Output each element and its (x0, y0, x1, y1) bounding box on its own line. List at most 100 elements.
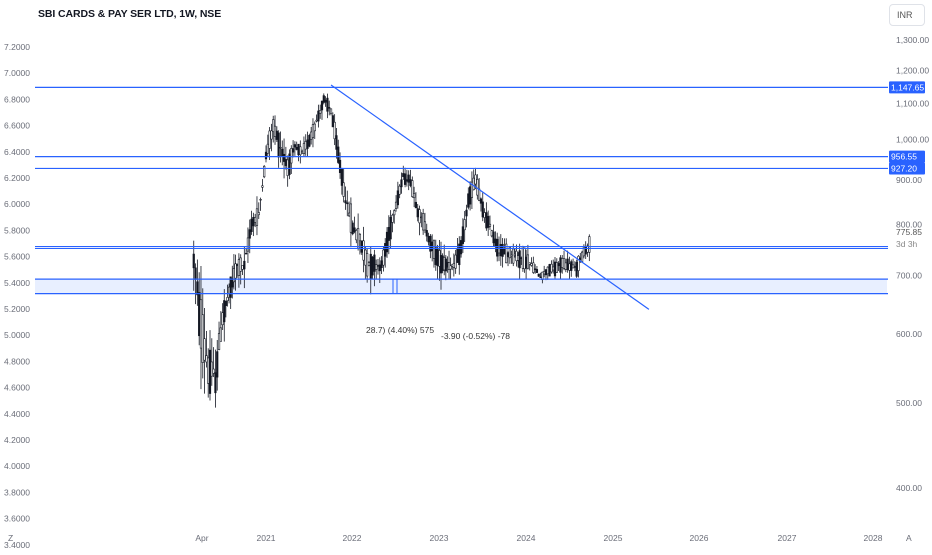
candle (335, 128, 338, 159)
x-axis-tick: 2028 (864, 533, 883, 543)
left-axis-tick: 5.8000 (4, 225, 30, 235)
candle (396, 181, 399, 209)
candle (552, 259, 555, 274)
candle (394, 195, 398, 212)
candle (257, 202, 260, 219)
candle (313, 121, 316, 140)
candle (226, 284, 229, 307)
svg-text:927.20: 927.20 (891, 163, 917, 173)
candle (315, 114, 318, 123)
candle (302, 136, 306, 157)
candle (358, 233, 362, 255)
candle (290, 145, 293, 174)
candle (322, 93, 325, 105)
candle (291, 140, 295, 158)
last-price-label: 775.85 (896, 227, 922, 237)
candle (217, 321, 221, 351)
candle (360, 240, 363, 255)
candle (584, 241, 587, 259)
left-axis-tick: 3.4000 (4, 540, 30, 550)
candle (472, 169, 475, 191)
trendline-layer (330, 84, 650, 310)
candle (564, 258, 567, 273)
candle (248, 219, 251, 254)
candle (347, 201, 351, 217)
candle (553, 256, 557, 279)
candle (208, 330, 212, 401)
candle (586, 243, 589, 257)
candle (537, 273, 540, 277)
candle (234, 254, 237, 291)
candle (422, 208, 425, 235)
candle (550, 260, 553, 274)
candle (376, 258, 380, 275)
auto-scale-left-button[interactable]: Z (8, 533, 13, 543)
candle (210, 338, 213, 386)
candle (469, 181, 472, 211)
measure-label: -3.90 (-0.52%) -78 (441, 331, 510, 341)
candle (373, 249, 376, 287)
candle (532, 256, 535, 274)
candle (219, 311, 222, 342)
candle (346, 190, 349, 217)
candle (458, 236, 461, 275)
x-axis-tick: 2022 (343, 533, 362, 543)
price-axis-label: 1,147.65 (889, 81, 925, 94)
candle (286, 155, 289, 187)
candle (380, 256, 383, 275)
candle (319, 104, 322, 119)
right-axis-tick: 1,300.00 (896, 35, 929, 45)
candle (393, 209, 396, 224)
candle (308, 133, 311, 148)
candle (405, 169, 408, 187)
candles-layer (192, 93, 591, 408)
candle (297, 143, 300, 162)
auto-scale-right-button[interactable]: A (906, 533, 912, 543)
right-axis-tick: 900.00 (896, 175, 922, 185)
labels-layer: 28.7) (4.40%) 575 -3.90 (-0.52%) -78 1,147… (366, 81, 925, 341)
left-axis-tick: 4.4000 (4, 409, 30, 419)
right-axis-tick: 1,000.00 (896, 135, 929, 145)
candle (488, 215, 492, 231)
currency-button[interactable]: INR (889, 4, 925, 26)
candle (432, 239, 436, 268)
left-axis-tick: 4.8000 (4, 356, 30, 366)
price-axis-label: 956.55 (889, 150, 925, 163)
x-axis-tick: Apr (195, 533, 208, 543)
candle (349, 197, 352, 248)
candle (418, 205, 421, 236)
left-axis-tick: 5.6000 (4, 252, 30, 262)
x-axis-tick: 2025 (604, 533, 623, 543)
candle (270, 123, 273, 152)
candle (279, 131, 282, 163)
candle (203, 307, 206, 394)
candle (413, 186, 416, 208)
candle (541, 271, 544, 284)
x-axis-tick: 2021 (257, 533, 276, 543)
right-axis-tick: 1,200.00 (896, 65, 929, 75)
candle (436, 244, 439, 280)
candle (535, 266, 539, 273)
candle (243, 246, 246, 289)
left-axis-tick: 6.6000 (4, 121, 30, 131)
support-zone (35, 279, 887, 294)
candle (425, 223, 428, 242)
candle (304, 134, 307, 156)
candle (490, 229, 493, 238)
countdown-label: 3d 3h (896, 239, 918, 249)
left-axis-tick: 6.8000 (4, 94, 30, 104)
candle (555, 258, 558, 273)
left-axis-tick: 4.2000 (4, 435, 30, 445)
candle (331, 112, 334, 128)
candle (281, 140, 284, 166)
candle (295, 141, 298, 151)
candle (317, 104, 320, 128)
svg-text:956.55: 956.55 (891, 152, 917, 162)
trendline[interactable] (330, 84, 650, 310)
candle (205, 330, 208, 368)
candle (481, 192, 484, 222)
candle (534, 264, 537, 274)
candle (329, 108, 333, 116)
